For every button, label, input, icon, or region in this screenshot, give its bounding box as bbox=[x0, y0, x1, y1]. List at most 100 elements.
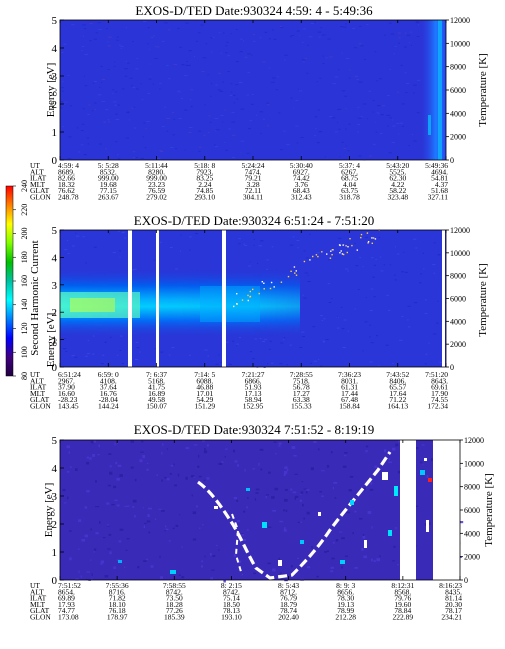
panel-1-ytick-label-5: 5 bbox=[52, 15, 58, 27]
panel-1-noise-cell bbox=[105, 109, 109, 111]
panel-1-noise-cell bbox=[331, 117, 336, 119]
panel-3-noise-cell bbox=[397, 470, 401, 474]
panel-1-noise-cell bbox=[415, 21, 419, 23]
panel-2-noise-cell bbox=[424, 299, 427, 301]
panel-2-scatter-dots bbox=[233, 229, 380, 308]
panel-3-noise-cell bbox=[203, 450, 208, 454]
panel-2-noise-cell bbox=[112, 252, 116, 254]
panel-1-noise-cell bbox=[363, 103, 367, 105]
panel-1-noise-cell bbox=[270, 81, 275, 83]
panel-1-noise-cell bbox=[324, 156, 326, 158]
panel-1-noise-cell bbox=[247, 72, 250, 74]
panel-3-noise-cell bbox=[116, 504, 120, 507]
panel-2-noise-cell bbox=[71, 355, 75, 357]
panel-1-noise-cell bbox=[399, 122, 403, 124]
panel-3-noise-cell bbox=[313, 441, 317, 443]
panel-1-noise-cell bbox=[411, 134, 414, 135]
panel-2-noise-cell bbox=[135, 341, 139, 343]
panel-3-x-ticks bbox=[59, 440, 461, 580]
panel-3-noise-cell bbox=[114, 442, 116, 446]
panel-1-noise-cell bbox=[317, 22, 319, 24]
panel-2-noise-cell bbox=[236, 343, 239, 345]
panel-1-noise-cell bbox=[343, 148, 347, 150]
panel-1-noise-cell bbox=[339, 156, 341, 158]
panel-1-noise-cell bbox=[93, 38, 97, 40]
panel-2-noise-cell bbox=[75, 232, 77, 234]
panel-3-noise-cell bbox=[119, 474, 123, 477]
panel-1-noise-cell bbox=[61, 90, 64, 92]
panel-3-noise-cell bbox=[335, 539, 339, 542]
panel-2-ephem-cell: 6:51:24 bbox=[58, 370, 81, 379]
panel-1-noise-cell bbox=[82, 24, 86, 26]
panel-3-noise-cell bbox=[147, 462, 149, 464]
panel-3-noise-cell bbox=[321, 470, 325, 472]
panel-2-speckle bbox=[356, 249, 358, 251]
panel-3-noise-cell bbox=[168, 540, 171, 542]
panel-2-noise-cell bbox=[279, 363, 283, 365]
panel-1-noise-cell bbox=[115, 91, 118, 93]
panel-1-x-ticks bbox=[59, 20, 447, 160]
panel-3-blob bbox=[394, 486, 398, 496]
panel-2-noise-cell bbox=[226, 341, 229, 343]
panel-3-blob bbox=[262, 522, 267, 528]
panel-1-heatmap bbox=[60, 20, 446, 161]
panel-1-noise-cell bbox=[314, 21, 316, 23]
panel-2-ytick-label-2: 2 bbox=[52, 307, 58, 319]
panel-3-noise-cell bbox=[95, 506, 100, 508]
panel-1-ephem-label-alt: ALT bbox=[30, 167, 44, 176]
panel-2-noise-cell bbox=[66, 240, 69, 241]
panel-3-ytick-label-2: 2 bbox=[52, 519, 58, 531]
panel-3-noise-cell bbox=[144, 522, 147, 524]
panel-2-noise-cell bbox=[119, 250, 122, 252]
panel-1-ephem-cell: 8689. bbox=[58, 167, 75, 176]
panel-2-noise-cell bbox=[318, 359, 320, 361]
panel-3-noise-cell bbox=[299, 499, 302, 502]
panel-3-noise-cell bbox=[279, 520, 284, 523]
panel-3-noise-cell bbox=[193, 476, 195, 479]
panel-2-noise-cell bbox=[347, 270, 350, 272]
panel-1-noise-cell bbox=[279, 149, 283, 151]
panel-1-noise-cell bbox=[94, 102, 97, 104]
panel-1-noise-cell bbox=[127, 111, 130, 113]
panel-1-noise-cell bbox=[235, 61, 239, 63]
panel-3-noise-cell bbox=[78, 519, 82, 522]
panel-1-noise-cell bbox=[89, 22, 93, 24]
panel-1-noise-cell bbox=[163, 22, 168, 24]
panel-3-y-axis: 0 1 2 3 4 5 bbox=[52, 435, 64, 587]
panel-1-ephem-cell: 279.02 bbox=[146, 193, 167, 202]
panel-1-noise-cell bbox=[98, 28, 102, 30]
panel-2-noise-cell bbox=[171, 347, 175, 349]
panel-2-noise-cell bbox=[87, 353, 90, 355]
panel-1-noise-cell bbox=[132, 40, 134, 42]
panel-1-noise-cell bbox=[232, 157, 236, 159]
panel-2-noise-cell bbox=[299, 347, 303, 348]
panel-2-noise-cell bbox=[238, 243, 241, 245]
panel-3-noise-cell bbox=[107, 484, 111, 487]
panel-1-noise-cell bbox=[88, 104, 91, 106]
panel-3-noise-cell bbox=[238, 560, 242, 563]
panel-1-noise-cell bbox=[120, 46, 124, 48]
panel-3-noise-cell bbox=[388, 458, 391, 461]
panel-3-noise-cell bbox=[286, 469, 289, 472]
panel-1-ephem-label-ut: UT bbox=[30, 161, 40, 170]
panel-2-noise-cell bbox=[304, 272, 309, 274]
panel-3-noise-cell bbox=[148, 507, 152, 510]
panel-1-noise-cell bbox=[140, 83, 142, 85]
panel-2-noise-cell bbox=[369, 310, 373, 312]
panel-3-noise-cell bbox=[106, 525, 110, 527]
panel-2-y2tick-label-2: 4000 bbox=[450, 317, 466, 326]
panel-1-noise-cell bbox=[92, 110, 94, 112]
panel-2-noise-cell bbox=[301, 331, 305, 333]
panel-1-noise-cell bbox=[358, 155, 362, 157]
panel-1-noise-cell bbox=[198, 130, 202, 132]
panel-3-blob bbox=[382, 472, 388, 480]
panel-1-noise-cell bbox=[387, 95, 390, 97]
panel-3-noise-cell bbox=[192, 538, 197, 541]
panel-3-noise-cell bbox=[169, 472, 172, 475]
panel-3-ephem-cell: 234.21 bbox=[441, 613, 462, 622]
panel-2-noise-cell bbox=[93, 246, 97, 248]
panel-2-noise-cell bbox=[369, 324, 372, 326]
panel-3-ephem-cell: 8:12:31 bbox=[391, 581, 414, 590]
panel-3-noise-cell bbox=[284, 579, 288, 582]
panel-2-noise-cell bbox=[179, 250, 181, 252]
